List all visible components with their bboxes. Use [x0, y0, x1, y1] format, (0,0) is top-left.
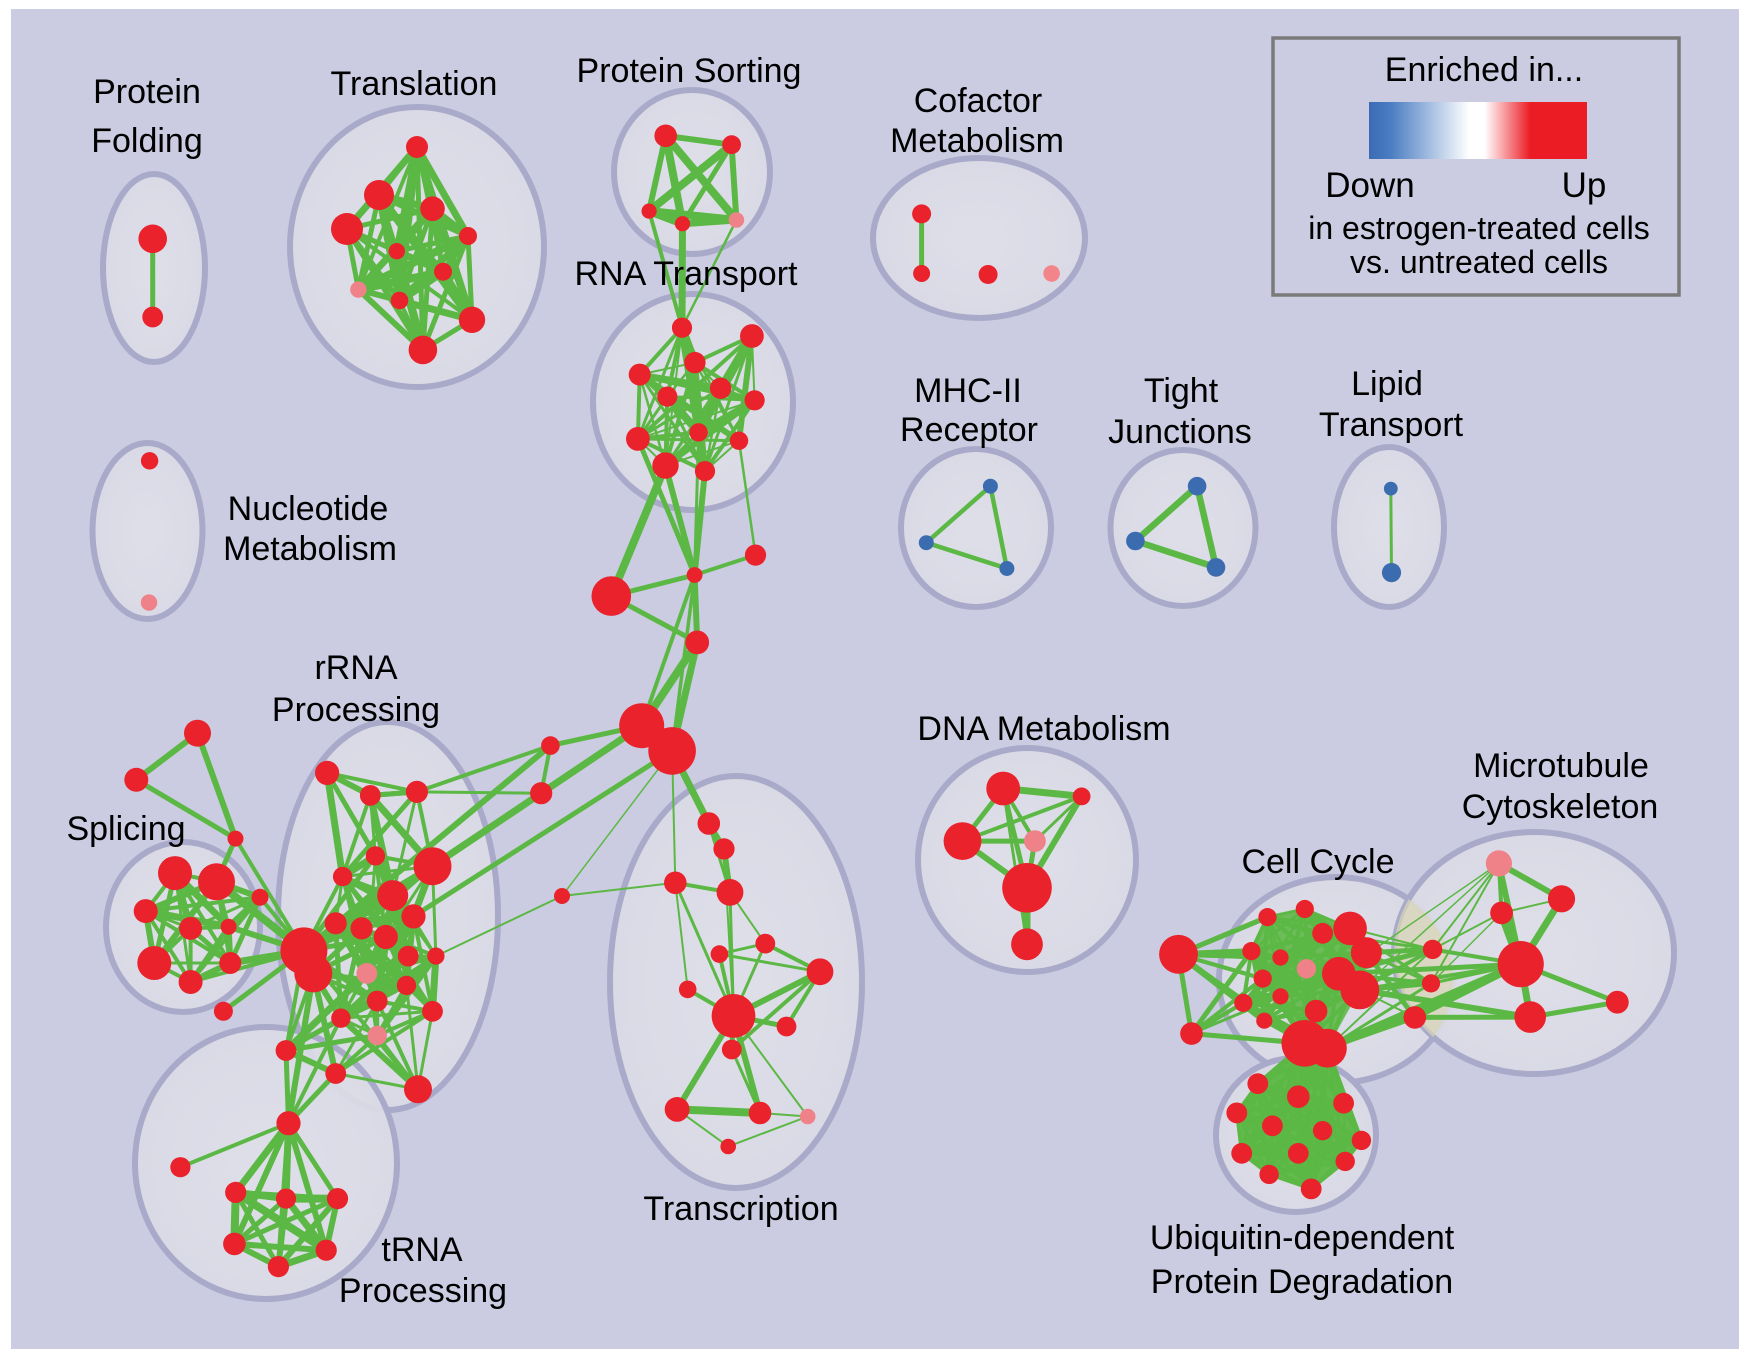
svg-text:Protein: Protein: [93, 73, 201, 111]
svg-text:RNA Transport: RNA Transport: [575, 255, 799, 293]
svg-text:DNA Metabolism: DNA Metabolism: [917, 710, 1170, 748]
svg-text:Up: Up: [1562, 166, 1607, 205]
svg-text:Metabolism: Metabolism: [223, 530, 397, 568]
svg-text:Cytoskeleton: Cytoskeleton: [1462, 788, 1659, 826]
svg-text:Nucleotide: Nucleotide: [228, 490, 389, 528]
svg-text:tRNA: tRNA: [381, 1231, 463, 1269]
svg-text:Tight: Tight: [1144, 372, 1219, 410]
svg-text:Splicing: Splicing: [66, 810, 185, 848]
svg-text:Down: Down: [1325, 166, 1414, 205]
svg-text:Cell Cycle: Cell Cycle: [1241, 843, 1394, 881]
svg-text:Cofactor: Cofactor: [914, 82, 1043, 120]
svg-text:Transport: Transport: [1319, 406, 1464, 444]
svg-text:Protein Degradation: Protein Degradation: [1151, 1263, 1453, 1301]
svg-text:MHC-II: MHC-II: [914, 372, 1022, 410]
svg-text:Microtubule: Microtubule: [1473, 747, 1649, 785]
svg-text:Folding: Folding: [91, 122, 203, 160]
svg-text:rRNA: rRNA: [314, 649, 397, 687]
svg-text:Transcription: Transcription: [643, 1190, 838, 1228]
svg-text:in estrogen-treated cells: in estrogen-treated cells: [1308, 210, 1650, 246]
svg-text:Receptor: Receptor: [900, 411, 1038, 449]
svg-text:Enriched in...: Enriched in...: [1385, 51, 1583, 89]
svg-text:Processing: Processing: [272, 691, 440, 729]
svg-text:Ubiquitin-dependent: Ubiquitin-dependent: [1150, 1219, 1455, 1257]
svg-text:Translation: Translation: [331, 65, 498, 103]
svg-text:Protein Sorting: Protein Sorting: [577, 52, 802, 90]
svg-text:Metabolism: Metabolism: [890, 122, 1064, 160]
svg-text:vs. untreated cells: vs. untreated cells: [1350, 244, 1608, 280]
svg-text:Processing: Processing: [339, 1272, 507, 1310]
svg-text:Lipid: Lipid: [1351, 365, 1423, 403]
svg-text:Junctions: Junctions: [1108, 413, 1252, 451]
